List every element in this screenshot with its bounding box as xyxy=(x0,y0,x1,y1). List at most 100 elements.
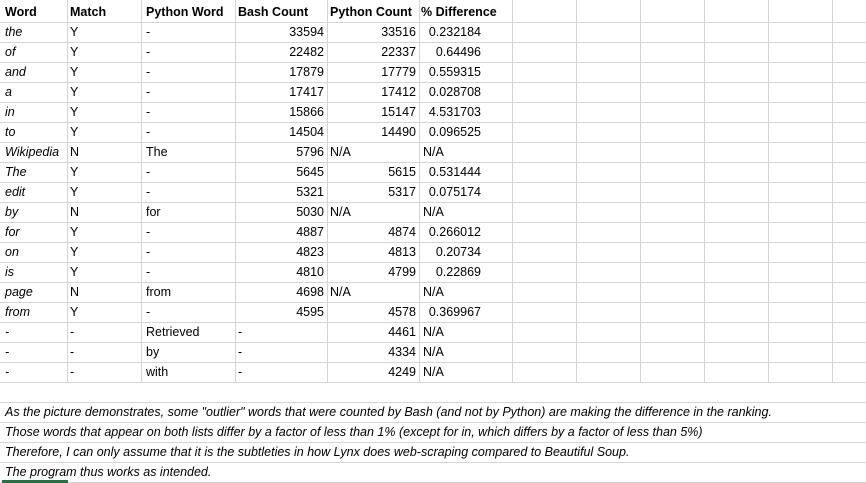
bash-count-cell[interactable]: 33594 xyxy=(289,25,324,39)
difference-cell[interactable]: N/A xyxy=(423,325,444,339)
word-cell[interactable]: - xyxy=(5,325,10,339)
match-cell[interactable]: N xyxy=(70,145,80,159)
python-word-cell[interactable]: - xyxy=(146,225,151,239)
match-cell[interactable]: Y xyxy=(70,25,79,39)
bash-count-cell[interactable]: 22482 xyxy=(289,45,324,59)
bash-count-cell[interactable]: 4595 xyxy=(296,305,324,319)
difference-cell[interactable]: 0.369967 xyxy=(428,305,481,319)
python-count-cell[interactable]: N/A xyxy=(330,285,351,299)
header-cell[interactable]: % Difference xyxy=(421,5,497,19)
difference-cell[interactable]: N/A xyxy=(423,145,444,159)
note-line[interactable]: Therefore, I can only assume that it is … xyxy=(5,445,630,459)
match-cell[interactable]: N xyxy=(70,205,80,219)
bash-count-cell[interactable]: 5321 xyxy=(296,185,324,199)
note-line[interactable]: As the picture demonstrates, some "outli… xyxy=(5,405,772,419)
word-cell[interactable]: the xyxy=(5,25,23,39)
bash-count-cell[interactable]: 5030 xyxy=(296,205,324,219)
python-word-cell[interactable]: - xyxy=(146,85,151,99)
difference-cell[interactable]: N/A xyxy=(423,205,444,219)
match-cell[interactable]: - xyxy=(70,325,75,339)
word-cell[interactable]: by xyxy=(5,205,19,219)
match-cell[interactable]: - xyxy=(70,345,75,359)
match-cell[interactable]: N xyxy=(70,285,80,299)
bash-count-cell[interactable]: - xyxy=(238,345,243,359)
header-cell[interactable]: Match xyxy=(70,5,107,19)
difference-cell[interactable]: 0.64496 xyxy=(435,45,481,59)
match-cell[interactable]: Y xyxy=(70,65,79,79)
difference-cell[interactable]: 0.028708 xyxy=(428,85,481,99)
python-word-cell[interactable]: The xyxy=(146,145,168,159)
note-line[interactable]: Those words that appear on both lists di… xyxy=(5,425,703,439)
bash-count-cell[interactable]: 5796 xyxy=(296,145,324,159)
difference-cell[interactable]: N/A xyxy=(423,345,444,359)
bash-count-cell[interactable]: 15866 xyxy=(289,105,324,119)
word-cell[interactable]: - xyxy=(5,345,10,359)
python-word-cell[interactable]: for xyxy=(146,205,161,219)
match-cell[interactable]: Y xyxy=(70,105,79,119)
difference-cell[interactable]: 0.075174 xyxy=(428,185,481,199)
python-word-cell[interactable]: - xyxy=(146,45,151,59)
python-word-cell[interactable]: - xyxy=(146,165,151,179)
python-count-cell[interactable]: 4249 xyxy=(388,365,416,379)
bash-count-cell[interactable]: 17879 xyxy=(289,65,324,79)
word-cell[interactable]: page xyxy=(5,285,33,299)
word-cell[interactable]: is xyxy=(5,265,15,279)
bash-count-cell[interactable]: - xyxy=(238,325,243,339)
bash-count-cell[interactable]: 4887 xyxy=(296,225,324,239)
python-count-cell[interactable]: N/A xyxy=(330,145,351,159)
python-count-cell[interactable]: 15147 xyxy=(381,105,416,119)
match-cell[interactable]: Y xyxy=(70,265,79,279)
python-count-cell[interactable]: 22337 xyxy=(381,45,416,59)
word-cell[interactable]: and xyxy=(5,65,26,79)
bash-count-cell[interactable]: 5645 xyxy=(296,165,324,179)
match-cell[interactable]: Y xyxy=(70,185,79,199)
word-cell[interactable]: edit xyxy=(5,185,26,199)
python-word-cell[interactable]: - xyxy=(146,65,151,79)
header-cell[interactable]: Word xyxy=(5,5,37,19)
word-cell[interactable]: to xyxy=(5,125,16,139)
python-word-cell[interactable]: from xyxy=(146,285,171,299)
bash-count-cell[interactable]: 4810 xyxy=(296,265,324,279)
python-count-cell[interactable]: 33516 xyxy=(381,25,416,39)
python-count-cell[interactable]: 4813 xyxy=(388,245,416,259)
note-line[interactable]: The program thus works as intended. xyxy=(5,465,212,479)
match-cell[interactable]: Y xyxy=(70,165,79,179)
python-count-cell[interactable]: 5317 xyxy=(388,185,416,199)
header-cell[interactable]: Python Word xyxy=(146,5,224,19)
match-cell[interactable]: Y xyxy=(70,305,79,319)
bash-count-cell[interactable]: - xyxy=(238,365,243,379)
difference-cell[interactable]: 0.531444 xyxy=(428,165,481,179)
python-count-cell[interactable]: 4799 xyxy=(388,265,416,279)
python-word-cell[interactable]: by xyxy=(146,345,160,359)
match-cell[interactable]: Y xyxy=(70,245,79,259)
python-count-cell[interactable]: 17779 xyxy=(381,65,416,79)
bash-count-cell[interactable]: 14504 xyxy=(289,125,324,139)
python-count-cell[interactable]: N/A xyxy=(330,205,351,219)
python-count-cell[interactable]: 14490 xyxy=(381,125,416,139)
word-cell[interactable]: for xyxy=(5,225,20,239)
python-word-cell[interactable]: with xyxy=(146,365,169,379)
match-cell[interactable]: Y xyxy=(70,85,79,99)
word-cell[interactable]: - xyxy=(5,365,10,379)
match-cell[interactable]: Y xyxy=(70,225,79,239)
python-word-cell[interactable]: Retrieved xyxy=(146,325,200,339)
header-cell[interactable]: Python Count xyxy=(330,5,412,19)
python-count-cell[interactable]: 5615 xyxy=(388,165,416,179)
python-count-cell[interactable]: 4334 xyxy=(388,345,416,359)
match-cell[interactable]: Y xyxy=(70,125,79,139)
bash-count-cell[interactable]: 4823 xyxy=(296,245,324,259)
python-count-cell[interactable]: 4578 xyxy=(388,305,416,319)
python-count-cell[interactable]: 4461 xyxy=(388,325,416,339)
python-word-cell[interactable]: - xyxy=(146,245,151,259)
header-cell[interactable]: Bash Count xyxy=(238,5,309,19)
difference-cell[interactable]: 0.232184 xyxy=(428,25,481,39)
word-cell[interactable]: from xyxy=(5,305,30,319)
match-cell[interactable]: Y xyxy=(70,45,79,59)
python-word-cell[interactable]: - xyxy=(146,185,151,199)
word-cell[interactable]: The xyxy=(5,165,27,179)
word-cell[interactable]: in xyxy=(5,105,15,119)
python-word-cell[interactable]: - xyxy=(146,25,151,39)
python-word-cell[interactable]: - xyxy=(146,105,151,119)
python-word-cell[interactable]: - xyxy=(146,125,151,139)
